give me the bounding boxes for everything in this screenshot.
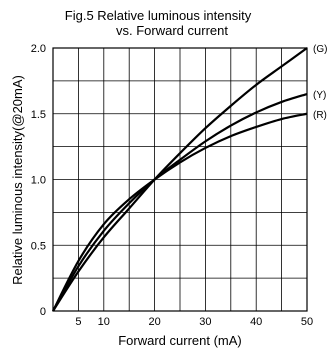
axis-ticks: 5 10 20 30 40 50 0 0.5 1.0 1.5 2.0 xyxy=(31,43,313,328)
series-name-label: (R) xyxy=(313,110,327,121)
series-line xyxy=(52,47,308,312)
y-axis-label: Relative luminous intensity(@20mA) xyxy=(10,75,25,285)
series-name-label: (Y) xyxy=(313,90,326,101)
chart-title-line-1: Fig.5 Relative luminous intensity xyxy=(65,8,252,23)
series-tags: (G) (Y) (R) xyxy=(313,44,327,121)
y-tick-label: 0 xyxy=(40,306,46,318)
plot-grid xyxy=(52,47,308,312)
x-tick-label: 30 xyxy=(199,316,211,328)
series-line xyxy=(52,112,308,312)
series-line xyxy=(52,92,308,312)
x-tick-label: 40 xyxy=(250,316,262,328)
y-tick-label: 2.0 xyxy=(31,43,46,55)
x-axis-label: Forward current (mA) xyxy=(118,333,242,348)
y-tick-label: 1.0 xyxy=(31,175,46,187)
chart-title-line-2: vs. Forward current xyxy=(116,23,228,38)
y-tick-label: 1.5 xyxy=(31,109,46,121)
series-name-label: (G) xyxy=(313,44,327,55)
x-tick-label: 20 xyxy=(148,316,160,328)
plot-frame xyxy=(52,47,308,312)
y-tick-label: 0.5 xyxy=(31,240,46,252)
series-lines xyxy=(52,47,308,312)
x-tick-label: 5 xyxy=(75,316,81,328)
x-tick-label: 10 xyxy=(98,316,110,328)
x-tick-label: 50 xyxy=(301,316,313,328)
